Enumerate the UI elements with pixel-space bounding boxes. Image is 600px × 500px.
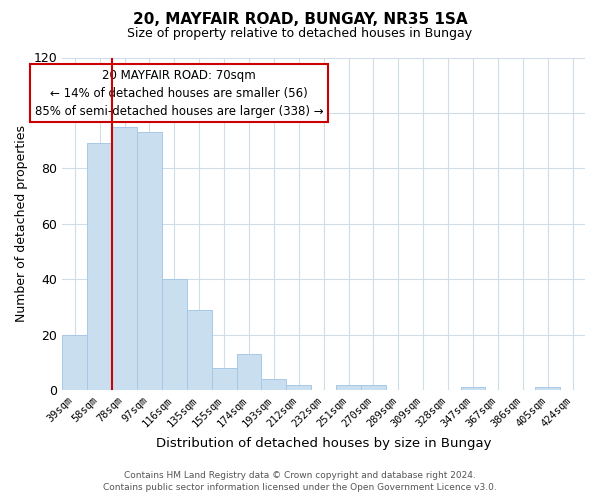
Bar: [137, 132, 162, 390]
Y-axis label: Number of detached properties: Number of detached properties: [15, 126, 28, 322]
X-axis label: Distribution of detached houses by size in Bungay: Distribution of detached houses by size …: [156, 437, 491, 450]
Text: Size of property relative to detached houses in Bungay: Size of property relative to detached ho…: [127, 28, 473, 40]
Bar: [87, 144, 112, 390]
Bar: [187, 310, 212, 390]
Bar: [262, 379, 286, 390]
Bar: [212, 368, 236, 390]
Bar: [461, 388, 485, 390]
Bar: [62, 335, 87, 390]
Bar: [535, 388, 560, 390]
Bar: [336, 384, 361, 390]
Bar: [286, 384, 311, 390]
Bar: [162, 280, 187, 390]
Text: 20 MAYFAIR ROAD: 70sqm
← 14% of detached houses are smaller (56)
85% of semi-det: 20 MAYFAIR ROAD: 70sqm ← 14% of detached…: [35, 68, 323, 117]
Bar: [112, 127, 137, 390]
Bar: [236, 354, 262, 390]
Bar: [361, 384, 386, 390]
Text: 20, MAYFAIR ROAD, BUNGAY, NR35 1SA: 20, MAYFAIR ROAD, BUNGAY, NR35 1SA: [133, 12, 467, 28]
Text: Contains HM Land Registry data © Crown copyright and database right 2024.
Contai: Contains HM Land Registry data © Crown c…: [103, 471, 497, 492]
